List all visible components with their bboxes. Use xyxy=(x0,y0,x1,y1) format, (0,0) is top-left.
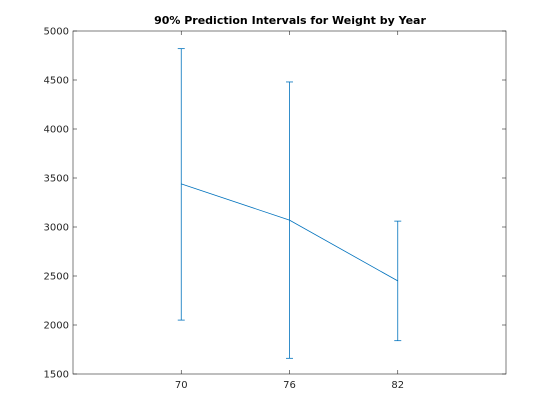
y-tick-label: 1500 xyxy=(44,370,69,381)
y-tick-label: 5000 xyxy=(44,27,69,38)
y-tick-label: 2500 xyxy=(44,272,69,283)
x-tick-label: 82 xyxy=(391,380,404,391)
x-tick-label: 70 xyxy=(175,380,188,391)
x-tick-label: 76 xyxy=(283,380,296,391)
y-tick-label: 2000 xyxy=(44,321,69,332)
chart-marks xyxy=(177,48,402,359)
chart-title: 90% Prediction Intervals for Weight by Y… xyxy=(154,14,426,27)
y-tick-label: 3500 xyxy=(44,174,69,185)
y-tick-label: 3000 xyxy=(44,223,69,234)
y-tick-label: 4000 xyxy=(44,125,69,136)
axis-ticks: 1500 2000 2500 3000 3500 4000 4500 5000 70 76 82 xyxy=(44,27,506,391)
y-tick-label: 4500 xyxy=(44,76,69,87)
